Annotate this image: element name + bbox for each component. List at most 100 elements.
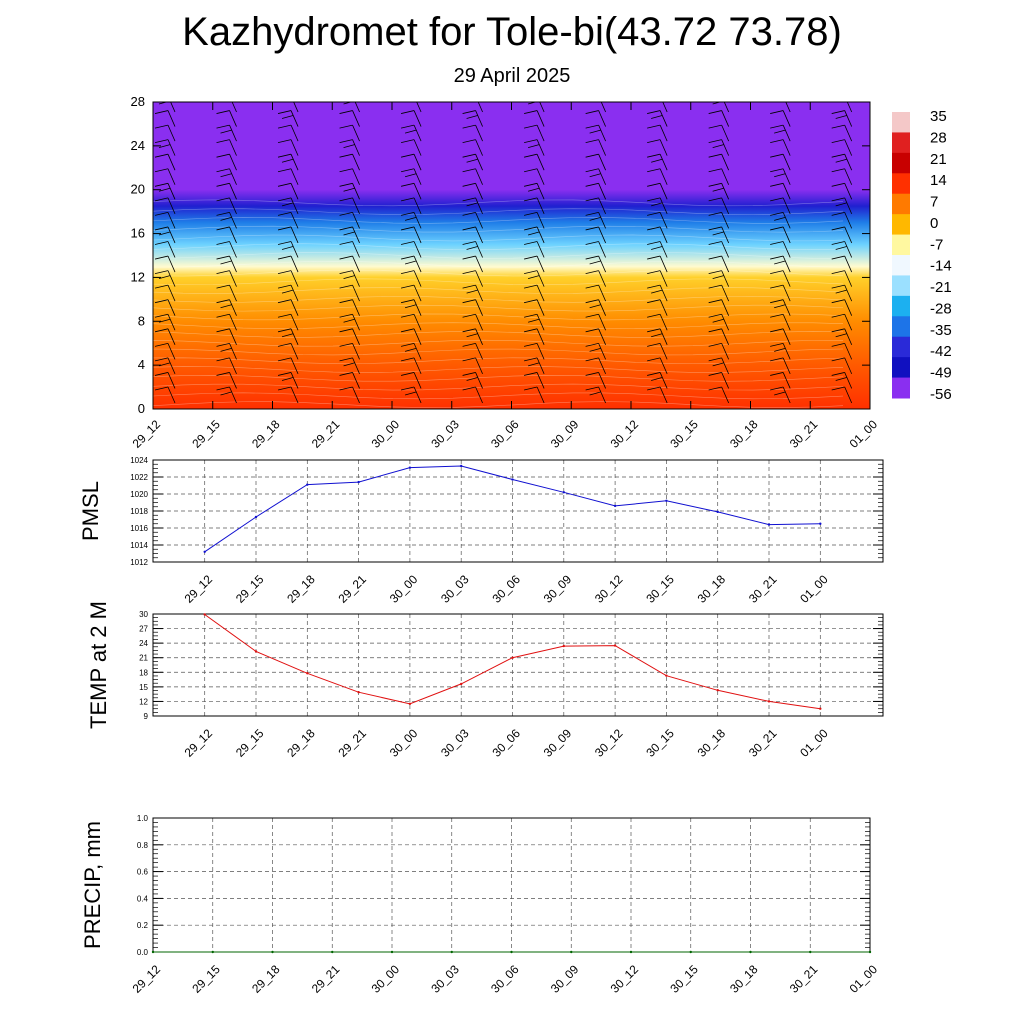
wind-barb-feather xyxy=(524,313,538,318)
wind-barb-feather xyxy=(524,110,538,114)
colorbar-swatch xyxy=(892,234,910,256)
colorbar-legend: 35 28 21 14 7 0 -7 -14 -21 -28 -35 -42 -49 -56 xyxy=(892,108,952,403)
wind-barb-staff xyxy=(413,241,422,258)
wind-barb-staff xyxy=(782,197,791,215)
x-tick-label: 30_00 xyxy=(387,726,421,760)
wind-barb-staff xyxy=(475,270,483,287)
colorbar-swatch xyxy=(892,173,910,195)
wind-barb-staff xyxy=(598,183,606,200)
wind-barb-staff xyxy=(229,197,237,215)
colorbar-swatch xyxy=(892,214,910,236)
wind-barb-feather xyxy=(154,124,169,129)
wind-barb-feather xyxy=(835,202,847,207)
wind-barb-staff xyxy=(844,110,853,127)
wind-barb-staff xyxy=(352,255,360,273)
wind-barb-feather xyxy=(339,284,353,289)
contour-line xyxy=(153,269,844,277)
wind-barb-staff xyxy=(352,124,360,142)
wind-barb-staff xyxy=(229,183,237,200)
wind-barb-feather xyxy=(589,260,601,265)
wind-barb-staff xyxy=(229,168,237,185)
y-tick-label: 0 xyxy=(138,401,145,416)
wind-barb-feather xyxy=(524,328,538,333)
wind-barb-staff xyxy=(659,168,668,185)
wind-barb-staff xyxy=(229,124,237,142)
wind-barb-feather xyxy=(651,158,663,163)
wind-barb-feather xyxy=(216,386,230,391)
wind-barb-staff xyxy=(475,328,483,345)
wind-barb-feather xyxy=(216,255,230,260)
contour-line xyxy=(153,260,844,268)
wind-barb-feather xyxy=(463,96,476,99)
wind-barb-staff xyxy=(290,154,299,171)
wind-barb-staff xyxy=(782,328,791,345)
wind-barb-staff xyxy=(721,197,730,215)
wind-barb-feather xyxy=(339,372,353,376)
y-tick-label: 1016 xyxy=(130,524,148,533)
wind-barb-feather xyxy=(158,144,171,149)
wind-barb-staff xyxy=(721,124,730,142)
wind-barb-staff xyxy=(229,372,237,389)
wind-barb-feather xyxy=(589,129,601,134)
wind-barb-feather xyxy=(708,284,722,289)
wind-barb-feather xyxy=(524,241,538,245)
wind-barb-staff xyxy=(844,226,853,244)
y-axis-label: PMSL xyxy=(78,481,103,541)
wind-barb-feather xyxy=(832,96,845,99)
data-point xyxy=(716,510,719,514)
wind-barb-staff xyxy=(475,197,483,215)
data-point xyxy=(151,950,155,954)
x-tick-label: 30_12 xyxy=(592,572,626,606)
wind-barb-feather xyxy=(220,304,232,309)
wind-barb-feather xyxy=(339,153,353,158)
wind-barb-staff xyxy=(723,102,730,113)
wind-barb-staff xyxy=(659,328,668,345)
wind-barb-feather xyxy=(216,182,230,187)
wind-barb-feather xyxy=(154,284,169,289)
wind-barb-staff xyxy=(229,241,237,258)
colorbar-label: 14 xyxy=(930,172,947,189)
colorbar-label: -21 xyxy=(930,279,952,296)
data-point xyxy=(562,491,565,494)
wind-barb-feather xyxy=(462,342,476,347)
x-tick-label: 29_15 xyxy=(189,962,223,996)
contour-line xyxy=(153,243,844,251)
wind-barb-staff xyxy=(352,241,360,258)
wind-barb-staff xyxy=(477,102,483,113)
wind-barb-feather xyxy=(154,386,169,391)
data-point xyxy=(254,515,258,519)
wind-barb-staff xyxy=(229,328,237,345)
wind-barb-staff xyxy=(598,386,606,404)
wind-barb-feather xyxy=(770,255,784,260)
x-tick-label: 29_21 xyxy=(336,572,370,606)
wind-barb-staff xyxy=(844,372,853,389)
wind-barb-feather xyxy=(524,96,537,99)
wind-barb-feather xyxy=(400,153,415,158)
wind-barb-feather xyxy=(708,212,722,216)
wind-barb-feather xyxy=(708,299,722,304)
y-tick-label: 28 xyxy=(131,94,145,109)
wind-barb-feather xyxy=(585,139,599,144)
wind-barb-feather xyxy=(462,241,476,245)
wind-barb-feather xyxy=(400,241,415,245)
wind-barb-staff xyxy=(598,270,606,287)
wind-barb-feather xyxy=(651,246,663,250)
wind-barb-staff xyxy=(167,110,176,127)
wind-barb-staff xyxy=(413,154,422,171)
wind-barb-feather xyxy=(462,168,476,173)
wind-barb-feather xyxy=(400,182,415,187)
y-tick-label: 15 xyxy=(139,683,148,692)
colorbar-swatch xyxy=(892,275,910,297)
data-point xyxy=(665,674,668,677)
wind-barb-staff xyxy=(844,314,853,331)
colorbar-label: -14 xyxy=(930,258,952,275)
wind-barb-feather xyxy=(831,357,845,362)
wind-barb-feather xyxy=(277,197,292,202)
wind-barb-staff xyxy=(536,168,545,185)
wind-barb-feather xyxy=(831,299,845,304)
wind-barb-staff xyxy=(413,197,422,215)
x-tick-label: 30_15 xyxy=(667,962,701,996)
data-point xyxy=(450,950,453,954)
wind-barb-feather xyxy=(154,241,169,245)
wind-barb-feather xyxy=(400,284,415,289)
